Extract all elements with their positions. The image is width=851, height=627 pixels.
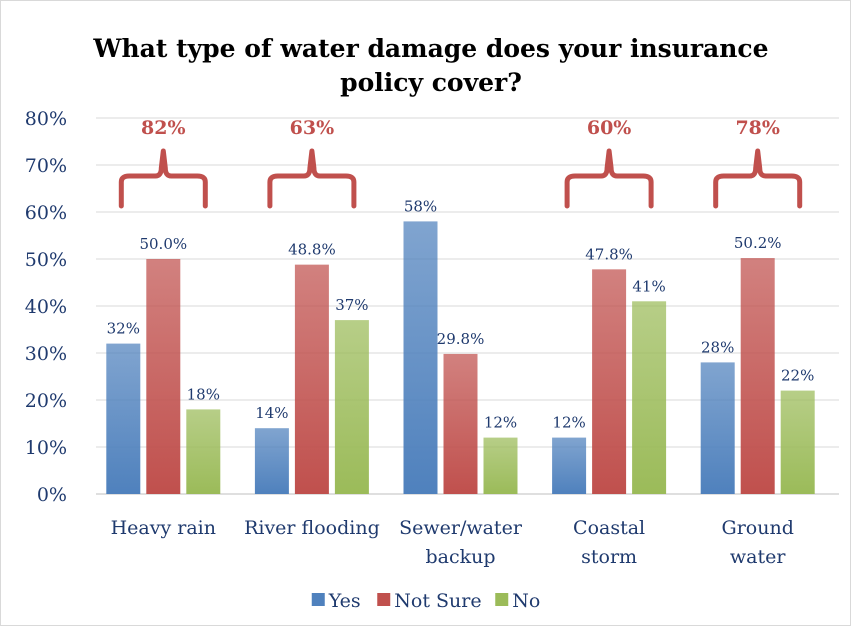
data-label: 41% [632, 277, 665, 295]
y-tick-label: 70% [25, 155, 67, 177]
bar-no [632, 301, 667, 494]
x-axis-categories: Heavy rain River flooding Sewer/water backu… [111, 517, 794, 568]
legend-swatch [311, 593, 325, 606]
category-label: backup [425, 546, 495, 568]
bar-yes [106, 343, 141, 494]
bars [106, 221, 815, 494]
legend-label: Not Sure [394, 590, 481, 612]
bracket-label: 78% [735, 117, 780, 139]
y-tick-label: 0% [37, 484, 67, 506]
data-label: 28% [701, 338, 734, 356]
category-label: Ground [722, 517, 794, 539]
data-label: 48.8% [288, 241, 336, 259]
y-tick-label: 40% [25, 296, 67, 318]
bar-yes [403, 221, 438, 494]
bracket-label: 82% [141, 117, 186, 139]
data-label: 50.0% [139, 235, 187, 253]
legend: Yes Not Sure No [311, 590, 540, 612]
y-tick-label: 50% [25, 249, 67, 271]
data-label: 58% [404, 197, 437, 215]
bar-no [186, 409, 221, 494]
legend-swatch [495, 593, 509, 606]
category-label: River flooding [244, 517, 380, 539]
data-label: 32% [107, 320, 140, 338]
data-label: 12% [552, 414, 585, 432]
category-label: Sewer/water [399, 517, 523, 539]
y-tick-label: 20% [25, 390, 67, 412]
bar-not-sure [443, 353, 478, 494]
data-label: 14% [255, 404, 288, 422]
category-label: storm [581, 546, 637, 568]
legend-label: Yes [328, 590, 361, 612]
data-label: 22% [781, 367, 814, 385]
brackets: 82% 63% 60% 78% [118, 117, 803, 209]
bracket-label: 63% [290, 117, 335, 139]
category-label: Heavy rain [111, 517, 216, 539]
data-label: 37% [335, 296, 368, 314]
data-label: 29.8% [437, 330, 485, 348]
y-tick-label: 60% [25, 202, 67, 224]
category-label: Coastal [573, 517, 645, 539]
data-labels: 32% 50.0% 18% 14% 48.8% 37% 58% 29.8% 12% 12% 47.8… [107, 197, 815, 431]
bracket [564, 148, 654, 209]
y-tick-label: 10% [25, 437, 67, 459]
chart-title: What type of water damage does your insu… [92, 34, 768, 97]
data-label: 47.8% [585, 245, 633, 263]
category-label: water [730, 546, 786, 568]
bar-no [780, 390, 815, 494]
bracket [713, 148, 803, 209]
bar-yes [552, 437, 587, 494]
y-tick-label: 30% [25, 343, 67, 365]
bar-no [334, 320, 369, 494]
chart-title-line-2: policy cover? [340, 68, 522, 97]
bar-yes [700, 362, 735, 494]
data-label: 12% [484, 414, 517, 432]
bar-not-sure [146, 259, 181, 494]
legend-swatch [377, 593, 391, 606]
bar-yes [254, 428, 289, 494]
bracket [118, 148, 208, 209]
data-label: 50.2% [734, 234, 782, 252]
y-axis-ticks: 0% 10% 20% 30% 40% 50% 60% 70% 80% [25, 108, 67, 506]
y-tick-label: 80% [25, 108, 67, 130]
bar-not-sure [294, 264, 329, 494]
bracket [267, 148, 357, 209]
data-label: 18% [187, 385, 220, 403]
chart-title-line-1: What type of water damage does your insu… [92, 34, 768, 63]
bar-not-sure [740, 258, 775, 494]
bar-no [483, 437, 518, 494]
bar-not-sure [592, 269, 627, 494]
bracket-label: 60% [587, 117, 632, 139]
legend-label: No [512, 590, 540, 612]
